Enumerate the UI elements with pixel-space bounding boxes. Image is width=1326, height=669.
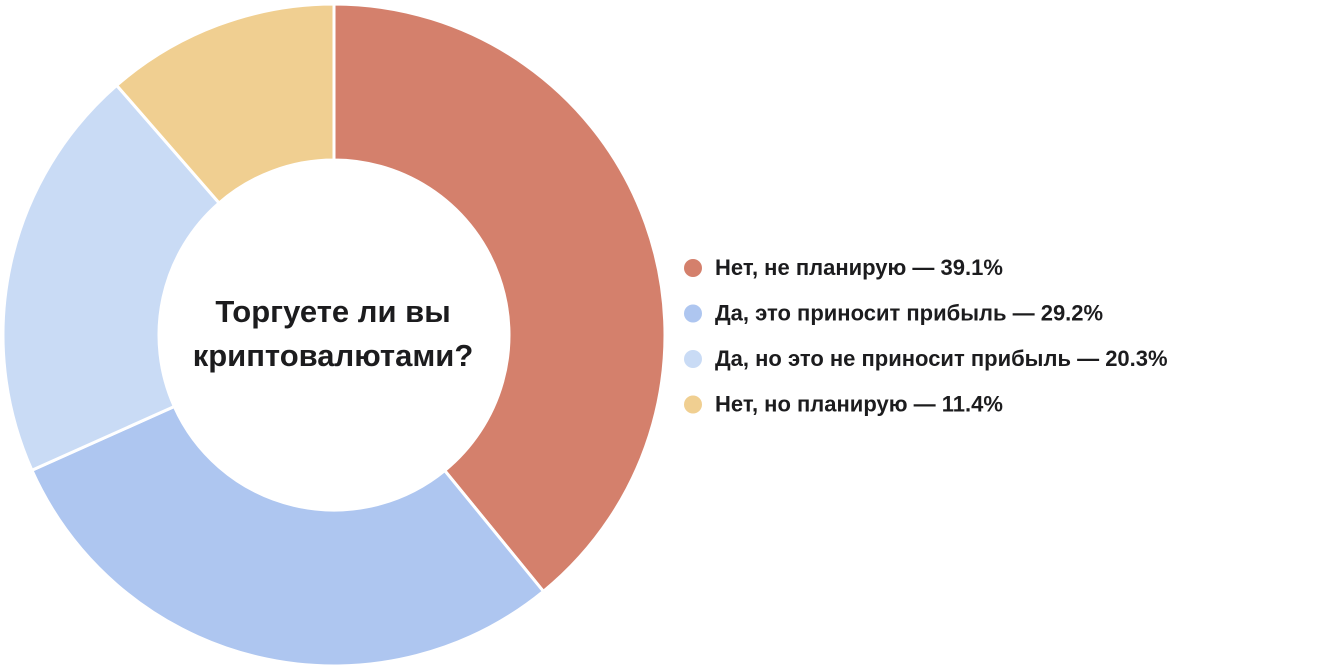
donut-slice: [29, 404, 546, 668]
legend-marker: [684, 304, 702, 323]
donut-slice: [1, 83, 222, 473]
donut-slice: [114, 2, 336, 206]
legend-marker: [684, 395, 702, 414]
legend-label: Да, это приносит прибыль — 29.2%: [715, 300, 1103, 325]
chart-title: Торгуете ли вы криптовалютами?: [192, 294, 474, 373]
legend-label: Нет, но планирую — 11.4%: [715, 391, 1003, 416]
donut-slice: [332, 2, 667, 594]
legend-marker: [684, 259, 702, 277]
legend-marker: [684, 350, 702, 368]
legend-label: Нет, не планирую — 39.1%: [715, 255, 1003, 280]
legend-label: Да, но это не приносит прибыль — 20.3%: [715, 346, 1168, 371]
